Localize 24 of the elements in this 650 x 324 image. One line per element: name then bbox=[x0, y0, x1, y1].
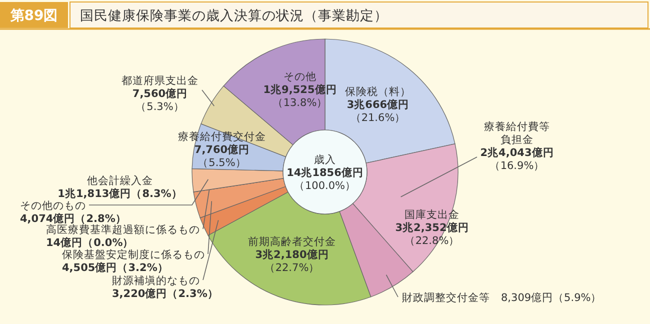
text: 歳入 14兆1856億円（100.0%） bbox=[286, 153, 364, 192]
slice-label: 財源補塡的なもの bbox=[112, 274, 200, 287]
text: 14億円（0.0%） bbox=[46, 237, 134, 249]
slice-label: 保険基盤安定制度に係るもの bbox=[62, 248, 205, 261]
slice-label: 都道府県支出金 bbox=[122, 74, 198, 87]
data-label: 4,074億円（2.8%） bbox=[20, 212, 126, 225]
text: 他会計繰入金 1兆1,813億円（8.3%） bbox=[58, 174, 182, 200]
slice-label: 財政調整交付金等 8,309億円（5.9%） bbox=[402, 291, 602, 304]
data-label: 3兆666億円（21.6%） bbox=[346, 98, 410, 124]
data-label: 1兆9,525億円（13.8%） bbox=[263, 83, 337, 109]
category-label: 高医療費基準超過額に係るもの bbox=[46, 224, 200, 236]
slice-label: 療養給付費等負担金 bbox=[484, 120, 550, 146]
data-label: 3,220億円（2.3%） bbox=[112, 287, 218, 300]
chart-subtitle: 第89図 bbox=[9, 8, 58, 24]
slice-label: その他 bbox=[284, 71, 316, 83]
data-label: 2兆4,043億円（16.9%） bbox=[480, 146, 554, 172]
data-label: 7,760億円（5.5%） bbox=[194, 143, 250, 169]
slice-label: 保険税（料） bbox=[345, 85, 411, 98]
data-label: 4,505億円（3.2%） bbox=[62, 261, 168, 274]
data-label: 3兆2,180億円（22.7%） bbox=[255, 248, 329, 274]
data-label: 7,560億円（5.3%） bbox=[132, 87, 188, 113]
chart-title: 国民健康保険事業の歳入決算の状況（事業勘定） bbox=[80, 8, 388, 24]
slice-label: 前期高齢者交付金 bbox=[248, 235, 336, 248]
slice-label: その他のもの bbox=[20, 200, 86, 212]
